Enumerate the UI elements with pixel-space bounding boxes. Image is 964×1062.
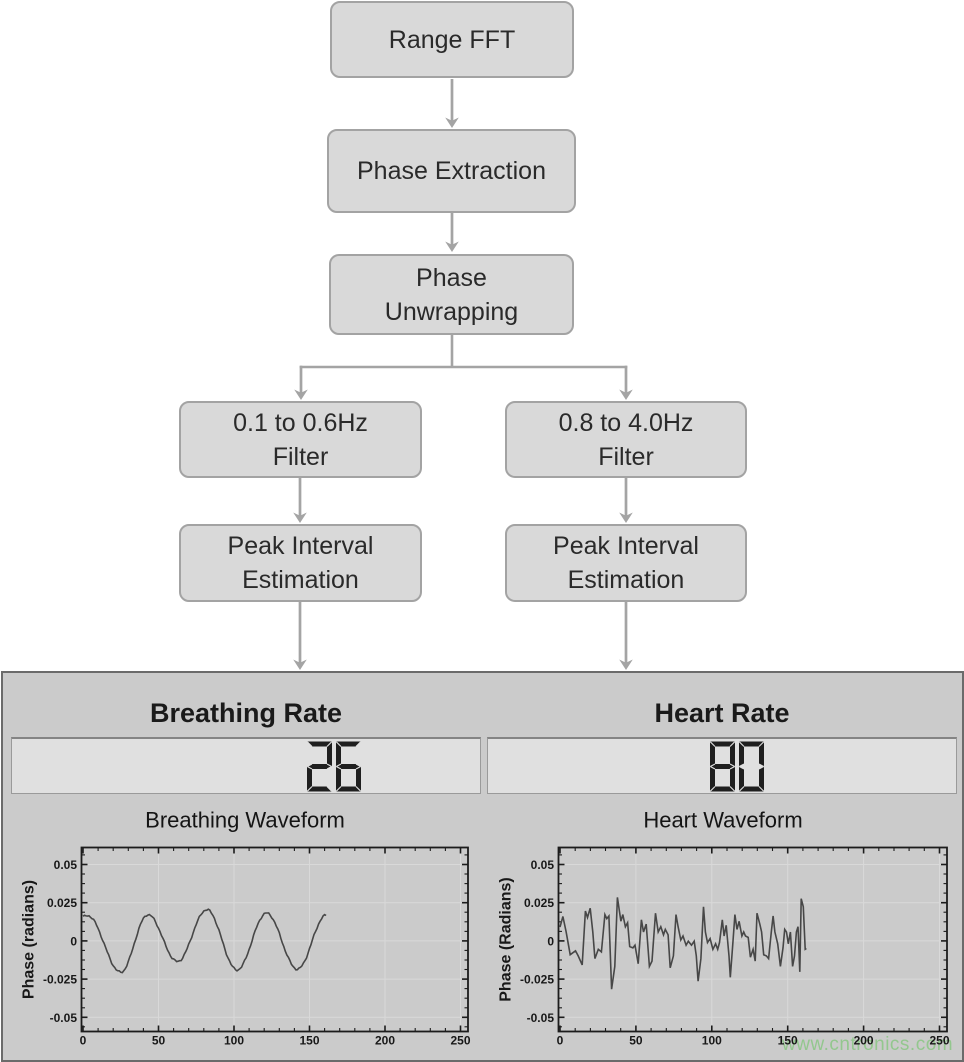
- svg-text:-0.05: -0.05: [50, 1011, 78, 1025]
- svg-text:100: 100: [224, 1034, 244, 1048]
- svg-text:0.05: 0.05: [54, 858, 78, 872]
- svg-text:150: 150: [778, 1034, 798, 1048]
- svg-text:-0.05: -0.05: [527, 1011, 555, 1025]
- svg-text:250: 250: [450, 1034, 470, 1048]
- svg-text:0.05: 0.05: [531, 858, 555, 872]
- svg-text:150: 150: [299, 1034, 319, 1048]
- svg-text:Heart Waveform: Heart Waveform: [643, 808, 802, 833]
- svg-text:200: 200: [854, 1034, 874, 1048]
- svg-text:0: 0: [70, 934, 77, 948]
- svg-text:0: 0: [547, 934, 554, 948]
- svg-text:0: 0: [557, 1034, 564, 1048]
- svg-text:-0.025: -0.025: [520, 973, 554, 987]
- svg-text:0.025: 0.025: [47, 896, 77, 910]
- svg-text:50: 50: [152, 1034, 166, 1048]
- svg-text:Phase (radians): Phase (radians): [21, 880, 38, 999]
- svg-text:Phase (Radians): Phase (Radians): [498, 877, 515, 1001]
- svg-text:50: 50: [629, 1034, 643, 1048]
- svg-text:250: 250: [929, 1034, 949, 1048]
- svg-text:200: 200: [375, 1034, 395, 1048]
- svg-text:0: 0: [80, 1034, 87, 1048]
- svg-text:0.025: 0.025: [524, 896, 554, 910]
- svg-text:Breathing Waveform: Breathing Waveform: [145, 808, 345, 833]
- svg-text:-0.025: -0.025: [43, 973, 77, 987]
- svg-text:100: 100: [702, 1034, 722, 1048]
